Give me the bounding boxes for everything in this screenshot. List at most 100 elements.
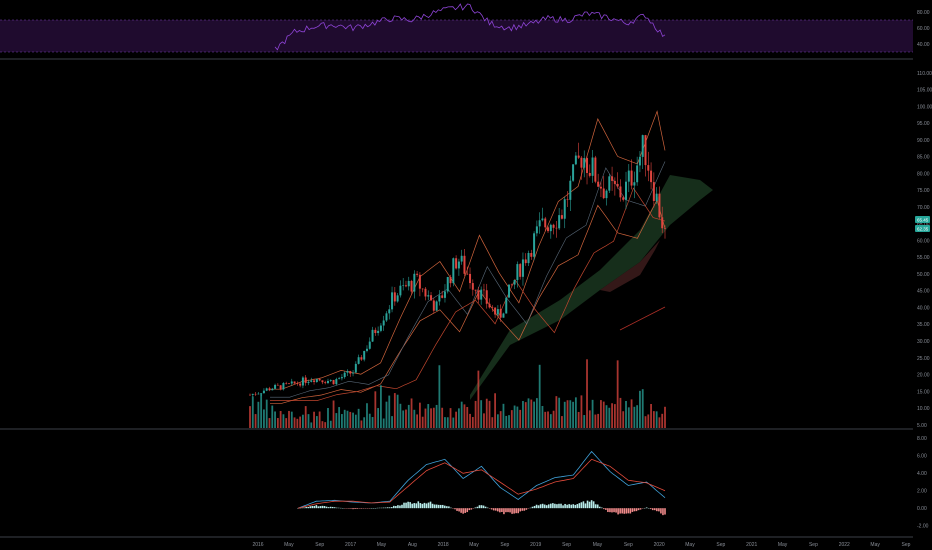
macd-pane (297, 450, 666, 516)
volume-bar (544, 411, 547, 428)
volume-bar (279, 410, 282, 428)
volume-bar (583, 415, 586, 428)
candle-body (430, 295, 433, 301)
rsi-band-fill (0, 20, 913, 52)
macd-hist-bar (403, 502, 405, 509)
volume-bar (611, 403, 613, 428)
candle-body (613, 180, 616, 184)
macd-hist-bar (517, 508, 519, 514)
candle-body (257, 393, 260, 395)
macd-hist-bar (519, 508, 522, 512)
macd-hist-bar (598, 506, 601, 509)
macd-hist-bar (515, 508, 517, 514)
candle-body (427, 295, 430, 297)
candle-body (413, 273, 416, 292)
x-tick-11: May (593, 542, 603, 548)
macd-hist-bar (329, 506, 332, 509)
macd-hist-bar (639, 508, 642, 510)
volume-bar (446, 417, 449, 428)
candle-body (661, 217, 664, 229)
macd-hist-bar (399, 505, 401, 509)
macd-hist-bar (413, 503, 416, 509)
macd-hist-bar (486, 507, 489, 509)
macd-hist-bar (654, 508, 656, 511)
candle-body (340, 377, 343, 379)
volume-bar (296, 418, 299, 428)
macd-hist-bar (307, 506, 309, 509)
candle-body (597, 181, 600, 187)
volume-bar (636, 405, 639, 428)
macd-hist-bar (613, 508, 615, 513)
macd-hist-bar (564, 503, 566, 509)
volume-bar (324, 422, 327, 428)
volume-bar (488, 400, 491, 428)
macd-hist-bar (311, 505, 314, 509)
macd-hist-bar (556, 504, 558, 509)
price-tick-2: 100.00 (917, 104, 932, 110)
volume-bar (652, 411, 655, 428)
x-tick-15: Sep (716, 542, 725, 548)
candle-body (516, 264, 519, 281)
volume-bar (602, 401, 605, 428)
x-tick-10: Sep (562, 542, 571, 548)
macd-hist-bar (325, 506, 328, 509)
macd-hist-bar (580, 502, 583, 509)
candle-body (441, 295, 444, 298)
candle-body (510, 284, 513, 286)
volume-bar (285, 418, 288, 428)
volume-bar (354, 414, 357, 428)
volume-bar (513, 405, 516, 428)
macd-hist-bar (513, 508, 515, 514)
candle-body (313, 380, 316, 383)
candle-body (452, 258, 455, 284)
candle-body (293, 381, 296, 384)
candle-body (491, 307, 494, 308)
candle-body (588, 172, 591, 176)
macd-hist-bar (319, 506, 322, 509)
price-badge-1: 65.45 (915, 216, 930, 223)
macd-hist-bar (427, 502, 430, 509)
candle-body (262, 390, 265, 394)
candle-body (287, 383, 290, 384)
candle-body (482, 289, 485, 291)
price-tick-3: 95.00 (917, 121, 930, 127)
macd-hist-bar (317, 506, 320, 509)
x-tick-8: Sep (500, 542, 509, 548)
candle-body (435, 301, 438, 311)
x-tick-1: May (284, 542, 294, 548)
macd-hist-bar (533, 505, 536, 509)
candle-body (524, 259, 527, 264)
volume-bar (388, 395, 391, 428)
macd-hist-bar (352, 508, 354, 510)
x-tick-19: 2022 (839, 542, 850, 548)
candle-body (530, 252, 533, 257)
price-tick-21: 5.00 (917, 423, 927, 429)
rsi-pane (0, 3, 913, 53)
price-pane (249, 110, 713, 428)
volume-bar (541, 405, 544, 428)
candle-body (421, 288, 424, 290)
candle-body (544, 218, 547, 228)
price-badge-2-label: 62.35 (917, 227, 929, 232)
macd-hist-bar (509, 508, 511, 513)
volume-bar (477, 370, 480, 428)
candle-body (502, 313, 505, 318)
macd-hist-bar (388, 507, 391, 509)
candle-body (335, 379, 338, 385)
macd-hist-bar (474, 507, 477, 509)
candle-body (644, 135, 647, 166)
volume-bar (444, 417, 446, 428)
volume-bar (502, 403, 505, 428)
volume-bar (424, 408, 427, 428)
volume-bar (257, 401, 260, 428)
candle-body (449, 277, 452, 284)
macd-hist-bar (456, 508, 458, 511)
volume-bar (566, 400, 569, 428)
macd-hist-bar (550, 503, 552, 509)
candle-body (602, 188, 605, 199)
time-axis: 2016 May Sep 2017 May Aug 2018 May Sep 2019 Sep May… (252, 542, 910, 548)
moving-average-slow (270, 187, 666, 401)
candle-body (591, 157, 594, 176)
price-tick-6: 80.00 (917, 171, 930, 177)
